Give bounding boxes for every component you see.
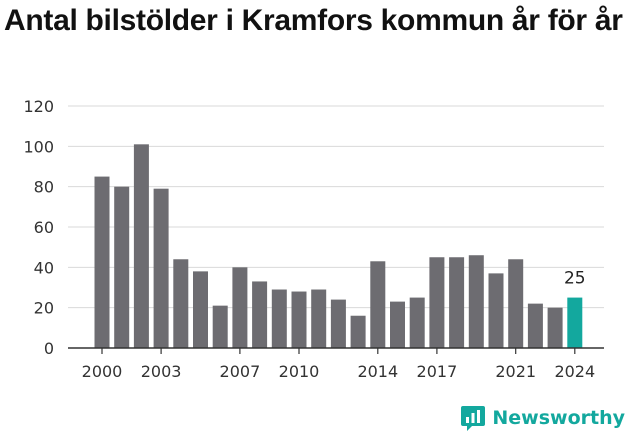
bar-2023	[547, 307, 563, 348]
newsworthy-logo-icon	[461, 406, 486, 431]
x-tick-label: 2007	[220, 362, 261, 381]
x-tick-label: 2024	[554, 362, 595, 381]
x-tick-label: 2003	[141, 362, 182, 381]
brand-name: Newsworthy	[492, 407, 625, 429]
bar-2002	[133, 144, 149, 348]
y-tick-label: 80	[34, 178, 54, 197]
bar-2011	[311, 289, 327, 348]
bar-2008	[252, 281, 268, 348]
y-tick-label: 120	[23, 97, 54, 116]
bar-2020	[488, 273, 504, 348]
bars	[94, 144, 583, 348]
bar-2003	[153, 188, 169, 348]
data-labels: 25	[564, 269, 586, 289]
x-axis-ticks: 2000 2003 2007 2010 2014 2017 2021 2024	[82, 348, 595, 381]
bar-2007	[232, 267, 248, 348]
bar-2004	[173, 259, 189, 348]
bar-2000	[94, 176, 110, 348]
bar-2019	[468, 255, 484, 348]
bar-2005	[193, 271, 208, 348]
bar-2001	[114, 186, 130, 348]
bar-2018	[449, 257, 465, 348]
bar-2012	[330, 299, 346, 348]
x-tick-label: 2021	[495, 362, 536, 381]
bar-2024	[567, 297, 583, 348]
bar-2021	[508, 259, 524, 348]
bar-2006	[212, 305, 228, 348]
y-tick-label: 100	[23, 137, 54, 156]
bar-2015	[390, 301, 405, 348]
data-label-2024: 25	[564, 269, 586, 289]
y-tick-label: 40	[34, 258, 54, 277]
bar-2009	[271, 289, 287, 348]
x-tick-label: 2010	[279, 362, 320, 381]
y-tick-label: 60	[34, 218, 54, 237]
brand-logo: Newsworthy	[460, 403, 625, 433]
bar-2022	[527, 303, 543, 348]
y-tick-label: 20	[34, 299, 54, 318]
chart-title: Antal bilstölder i Kramfors kommun år fö…	[4, 4, 623, 37]
bar-2017	[429, 257, 445, 348]
y-axis-ticks: 0 20 40 60 80 100 120	[23, 97, 54, 358]
bar-2010	[291, 291, 307, 348]
bar-2013	[350, 315, 366, 348]
x-tick-label: 2014	[357, 362, 398, 381]
bar-2016	[409, 297, 425, 348]
y-tick-label: 0	[44, 339, 54, 358]
x-tick-label: 2000	[82, 362, 123, 381]
bar-2014	[370, 261, 386, 348]
x-tick-label: 2017	[417, 362, 458, 381]
